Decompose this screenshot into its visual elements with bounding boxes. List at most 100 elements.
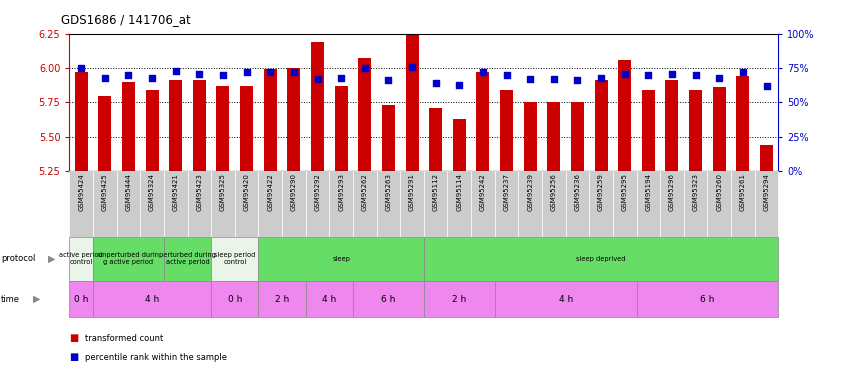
Point: [689, 72, 702, 78]
Text: ■: ■: [69, 352, 79, 362]
Text: GSM95323: GSM95323: [693, 173, 699, 211]
Text: GSM95242: GSM95242: [480, 173, 486, 211]
Point: [736, 69, 750, 75]
Text: sleep deprived: sleep deprived: [576, 256, 626, 262]
FancyBboxPatch shape: [164, 237, 212, 280]
Point: [760, 83, 773, 89]
Bar: [642, 90, 655, 171]
Bar: [429, 108, 442, 171]
Bar: [358, 58, 371, 171]
Point: [594, 75, 607, 81]
Text: sleep period
control: sleep period control: [214, 252, 255, 266]
FancyBboxPatch shape: [731, 171, 755, 237]
Text: 6 h: 6 h: [700, 295, 715, 304]
FancyBboxPatch shape: [188, 171, 212, 237]
FancyBboxPatch shape: [258, 281, 305, 317]
Text: unperturbed durin
g active period: unperturbed durin g active period: [98, 252, 159, 266]
FancyBboxPatch shape: [684, 171, 707, 237]
Bar: [382, 105, 395, 171]
FancyBboxPatch shape: [235, 171, 258, 237]
FancyBboxPatch shape: [212, 237, 258, 280]
Bar: [571, 102, 584, 171]
Text: sleep: sleep: [332, 256, 350, 262]
Bar: [760, 145, 773, 171]
Text: 2 h: 2 h: [452, 295, 466, 304]
Bar: [736, 76, 750, 171]
FancyBboxPatch shape: [69, 281, 93, 317]
Text: GSM95262: GSM95262: [362, 173, 368, 211]
FancyBboxPatch shape: [93, 237, 164, 280]
Bar: [122, 82, 135, 171]
FancyBboxPatch shape: [590, 171, 613, 237]
Bar: [74, 72, 88, 171]
Point: [122, 72, 135, 78]
Text: percentile rank within the sample: percentile rank within the sample: [85, 353, 227, 362]
Point: [524, 76, 537, 82]
FancyBboxPatch shape: [117, 171, 140, 237]
FancyBboxPatch shape: [495, 171, 519, 237]
Bar: [98, 96, 112, 171]
FancyBboxPatch shape: [258, 171, 282, 237]
FancyBboxPatch shape: [424, 237, 778, 280]
FancyBboxPatch shape: [566, 171, 590, 237]
FancyBboxPatch shape: [542, 171, 566, 237]
Point: [146, 75, 159, 81]
Text: GSM95296: GSM95296: [669, 173, 675, 211]
Point: [641, 72, 655, 78]
Text: GSM95261: GSM95261: [740, 173, 746, 211]
Point: [358, 65, 371, 71]
FancyBboxPatch shape: [448, 171, 471, 237]
Text: GSM95263: GSM95263: [386, 173, 392, 211]
Point: [287, 69, 300, 75]
Text: GSM95114: GSM95114: [456, 173, 462, 211]
Point: [382, 77, 395, 83]
Text: GSM95421: GSM95421: [173, 173, 179, 211]
Text: ▶: ▶: [33, 294, 41, 304]
Bar: [311, 42, 324, 171]
Text: GSM95324: GSM95324: [149, 173, 155, 211]
Text: GSM95444: GSM95444: [125, 173, 131, 211]
FancyBboxPatch shape: [140, 171, 164, 237]
FancyBboxPatch shape: [212, 171, 235, 237]
Bar: [689, 90, 702, 171]
Point: [618, 70, 631, 76]
Point: [665, 70, 678, 76]
Point: [712, 75, 726, 81]
Text: 0 h: 0 h: [228, 295, 242, 304]
Text: GSM95423: GSM95423: [196, 173, 202, 211]
FancyBboxPatch shape: [660, 171, 684, 237]
Bar: [712, 87, 726, 171]
FancyBboxPatch shape: [69, 171, 93, 237]
Text: GSM95291: GSM95291: [409, 173, 415, 211]
Text: protocol: protocol: [1, 254, 36, 263]
Text: 4 h: 4 h: [322, 295, 337, 304]
Text: GSM95325: GSM95325: [220, 173, 226, 211]
Text: GSM95239: GSM95239: [527, 173, 533, 211]
Text: GSM95259: GSM95259: [598, 173, 604, 211]
Bar: [193, 80, 206, 171]
Bar: [264, 69, 277, 171]
Text: GSM95295: GSM95295: [622, 173, 628, 211]
FancyBboxPatch shape: [305, 171, 329, 237]
Point: [405, 64, 419, 70]
Point: [193, 70, 206, 76]
Bar: [217, 86, 229, 171]
Text: GSM95424: GSM95424: [78, 173, 85, 211]
Bar: [666, 80, 678, 171]
Text: 0 h: 0 h: [74, 295, 88, 304]
FancyBboxPatch shape: [164, 171, 188, 237]
FancyBboxPatch shape: [329, 171, 353, 237]
Text: GSM95422: GSM95422: [267, 173, 273, 211]
Text: time: time: [1, 295, 19, 304]
Point: [98, 75, 112, 81]
Point: [169, 68, 183, 74]
FancyBboxPatch shape: [755, 171, 778, 237]
Text: 4 h: 4 h: [558, 295, 573, 304]
FancyBboxPatch shape: [305, 281, 353, 317]
Text: transformed count: transformed count: [85, 334, 162, 343]
Text: 2 h: 2 h: [275, 295, 289, 304]
Text: GSM95294: GSM95294: [763, 173, 770, 211]
FancyBboxPatch shape: [353, 281, 424, 317]
Point: [334, 75, 348, 81]
Bar: [288, 68, 300, 171]
